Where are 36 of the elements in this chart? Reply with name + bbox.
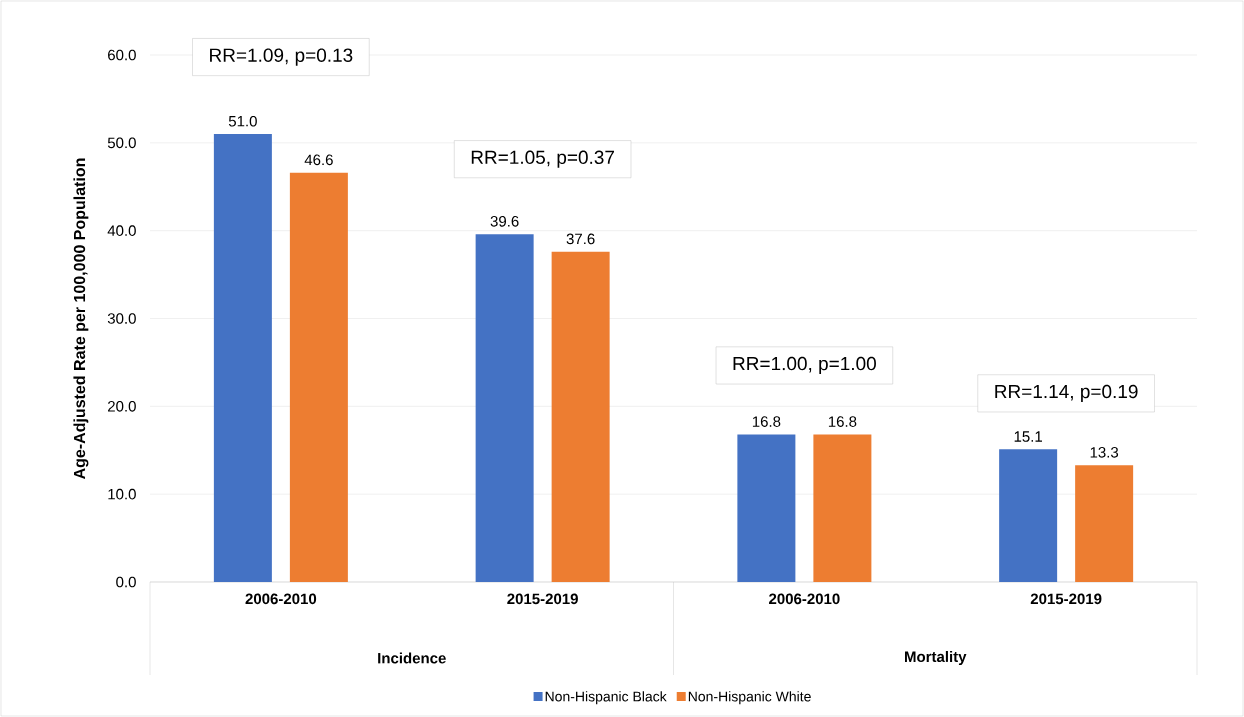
y-tick-label: 30.0 bbox=[107, 313, 136, 324]
y-tick-label: 0.0 bbox=[116, 576, 136, 588]
data-label: 15.1 bbox=[1014, 431, 1042, 442]
y-tick-label: 20.0 bbox=[108, 401, 136, 412]
x-tick-label: 2006-2010 bbox=[769, 593, 840, 605]
annotation: RR=1.00, p=1.00 bbox=[733, 356, 876, 375]
x-tick-label: 2015-2019 bbox=[507, 593, 578, 605]
data-label: 13.3 bbox=[1090, 447, 1119, 458]
y-tick-label: 50.0 bbox=[107, 137, 136, 149]
bar bbox=[1075, 465, 1134, 582]
bar bbox=[737, 434, 796, 582]
bar bbox=[289, 172, 348, 582]
bar bbox=[999, 449, 1058, 582]
data-label: 39.6 bbox=[490, 216, 519, 227]
data-label: 16.8 bbox=[752, 416, 781, 427]
text: Mortality bbox=[905, 651, 967, 665]
annotation: RR=1.05, p=0.37 bbox=[471, 150, 615, 168]
y-axis-title: Age-Adjusted Rate per 100,000 Population bbox=[73, 158, 89, 480]
bar bbox=[813, 434, 872, 582]
data-label: 16.8 bbox=[828, 416, 857, 427]
y-tick-label: 10.0 bbox=[108, 488, 136, 500]
data-label: 37.6 bbox=[566, 233, 595, 245]
bar bbox=[213, 134, 272, 582]
bar bbox=[551, 251, 610, 582]
legend-label: Non-Hispanic Black bbox=[545, 691, 667, 705]
annotation: RR=1.14, p=0.19 bbox=[995, 384, 1138, 402]
data-label: 51.0 bbox=[228, 115, 257, 127]
y-tick-label: 60.0 bbox=[108, 49, 136, 61]
x-tick-label: 2006-2010 bbox=[245, 593, 317, 605]
y-tick-label: 40.0 bbox=[107, 225, 136, 236]
bar bbox=[475, 234, 534, 582]
text: Incidence bbox=[378, 652, 446, 664]
x-tick-label: 2015-2019 bbox=[1030, 593, 1102, 605]
legend-label: Non-Hispanic White bbox=[688, 691, 811, 705]
annotation: RR=1.09, p=0.13 bbox=[210, 48, 353, 66]
data-label: 46.6 bbox=[304, 154, 333, 166]
